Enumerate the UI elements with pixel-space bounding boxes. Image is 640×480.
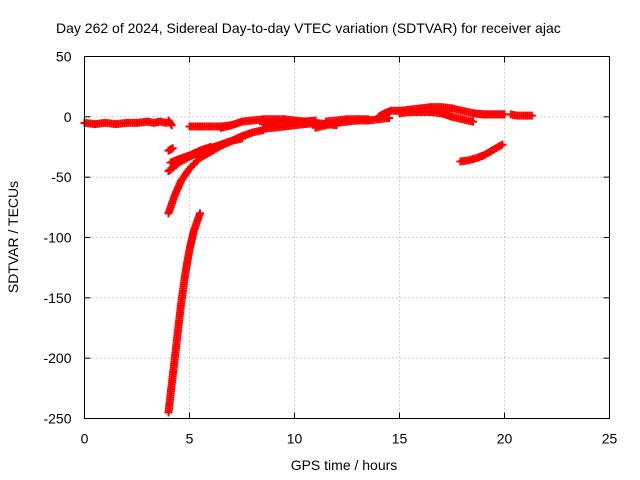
series-arc-8 [166, 143, 215, 167]
x-tick-label: 5 [186, 431, 194, 447]
x-tick-label: 0 [81, 431, 89, 447]
y-tick-label: 0 [64, 109, 72, 125]
y-tick-label: -50 [51, 169, 71, 185]
data-point [196, 209, 204, 218]
series-arc-19 [456, 140, 507, 166]
series-arc-14 [322, 115, 372, 126]
x-tick-label: 15 [392, 431, 408, 447]
data-point [206, 143, 215, 151]
data-point [168, 144, 177, 153]
chart-title: Day 262 of 2024, Sidereal Day-to-day VTE… [56, 20, 561, 36]
series-arc-1 [80, 117, 152, 129]
series-arc-18 [506, 110, 536, 120]
series-arc-5 [164, 126, 267, 218]
x-axis-label: GPS time / hours [291, 457, 398, 473]
series-arc-17 [469, 109, 509, 119]
y-tick-label: -100 [43, 230, 71, 246]
grid [84, 56, 610, 419]
data-point [469, 117, 477, 126]
series-arc-7 [164, 144, 177, 155]
y-tick-label: 50 [56, 49, 72, 65]
x-tick-label: 25 [602, 431, 618, 447]
data-point [364, 115, 372, 124]
axis-ticks: 0 5 10 15 20 25 -250 -200 -150 -100 -50 0 50 [43, 49, 617, 447]
data-point [167, 121, 176, 130]
x-tick-label: 20 [497, 431, 513, 447]
data-point [166, 119, 175, 128]
data-point [527, 111, 536, 120]
x-tick-label: 10 [287, 431, 303, 447]
series-arc-4 [164, 209, 204, 417]
series-arc-3 [164, 116, 176, 130]
plot-frame [84, 56, 610, 419]
y-tick-label: -250 [43, 411, 71, 427]
y-axis-label: SDTVAR / TECUs [5, 181, 21, 293]
data-point [498, 140, 507, 149]
series-arc-16 [395, 108, 477, 126]
data-point [238, 134, 246, 143]
data-point [311, 116, 320, 125]
y-tick-label: -150 [43, 290, 71, 306]
y-tick-label: -200 [43, 350, 71, 366]
series-arc-12 [259, 116, 320, 129]
data-marks [80, 103, 536, 417]
